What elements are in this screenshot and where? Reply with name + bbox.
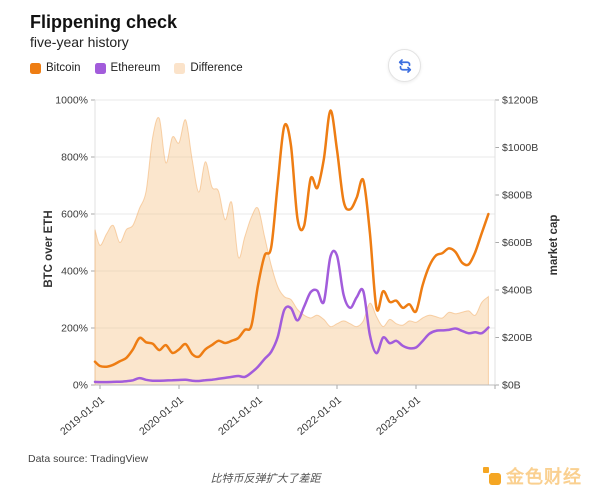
x-axis-tick-label: 2019-01-01 — [58, 394, 107, 438]
page-title: Flippening check — [30, 12, 178, 32]
left-axis-tick-label: 800% — [61, 152, 88, 164]
bitcoin-line — [93, 109, 490, 369]
brand-name: 金色财经 — [506, 467, 582, 487]
right-axis-tick-label: $1000B — [502, 142, 538, 154]
swap-arrows-icon — [398, 58, 411, 73]
left-axis-tick-label: 200% — [61, 323, 88, 335]
legend-label: Ethereum — [110, 62, 161, 74]
page-subtitle: five-year history — [30, 34, 129, 50]
data-source-text: Data source: TradingView — [28, 453, 149, 465]
bitcoin-swatch-icon — [30, 62, 41, 74]
legend-label: Difference — [190, 62, 243, 74]
jinse-logo-icon — [483, 467, 501, 485]
ethereum-swatch-icon — [94, 62, 106, 74]
brand-logo: 金色财经 — [483, 463, 582, 489]
left-axis-tick-label: 0% — [73, 380, 88, 392]
right-axis-tick-label: $400B — [502, 285, 532, 297]
left-axis-tick-label: 600% — [61, 209, 88, 221]
difference-area — [94, 117, 489, 386]
x-axis-tick-label: 2022-01-01 — [295, 394, 344, 438]
right-axis-tick-label: $0B — [502, 380, 521, 392]
left-axis-title: BTC over ETH — [43, 210, 55, 288]
legend: Bitcoin Ethereum Difference — [30, 62, 243, 74]
x-axis-tick-label: 2023-01-01 — [374, 394, 423, 438]
legend-item-bitcoin[interactable]: Bitcoin — [30, 62, 81, 74]
right-axis-tick-label: $600B — [502, 237, 532, 249]
left-axis-tick-label: 400% — [61, 266, 88, 278]
left-axis-tick-label: 1000% — [55, 95, 88, 107]
difference-swatch-icon — [174, 62, 186, 74]
legend-item-difference[interactable]: Difference — [174, 62, 243, 74]
watermark-text: 比特币反弹扩大了差距 — [210, 473, 321, 485]
right-axis-title: market cap — [548, 214, 560, 276]
legend-label: Bitcoin — [46, 62, 81, 74]
x-axis-tick-label: 2020-01-01 — [137, 394, 186, 438]
ethereum-line — [93, 249, 490, 384]
right-axis-tick-label: $800B — [502, 190, 532, 202]
refresh-button[interactable] — [388, 49, 421, 82]
legend-item-ethereum[interactable]: Ethereum — [94, 62, 161, 74]
right-axis-tick-label: $200B — [502, 332, 532, 344]
right-axis-tick-label: $1200B — [502, 95, 538, 107]
x-axis-tick-label: 2021-01-01 — [216, 394, 265, 438]
